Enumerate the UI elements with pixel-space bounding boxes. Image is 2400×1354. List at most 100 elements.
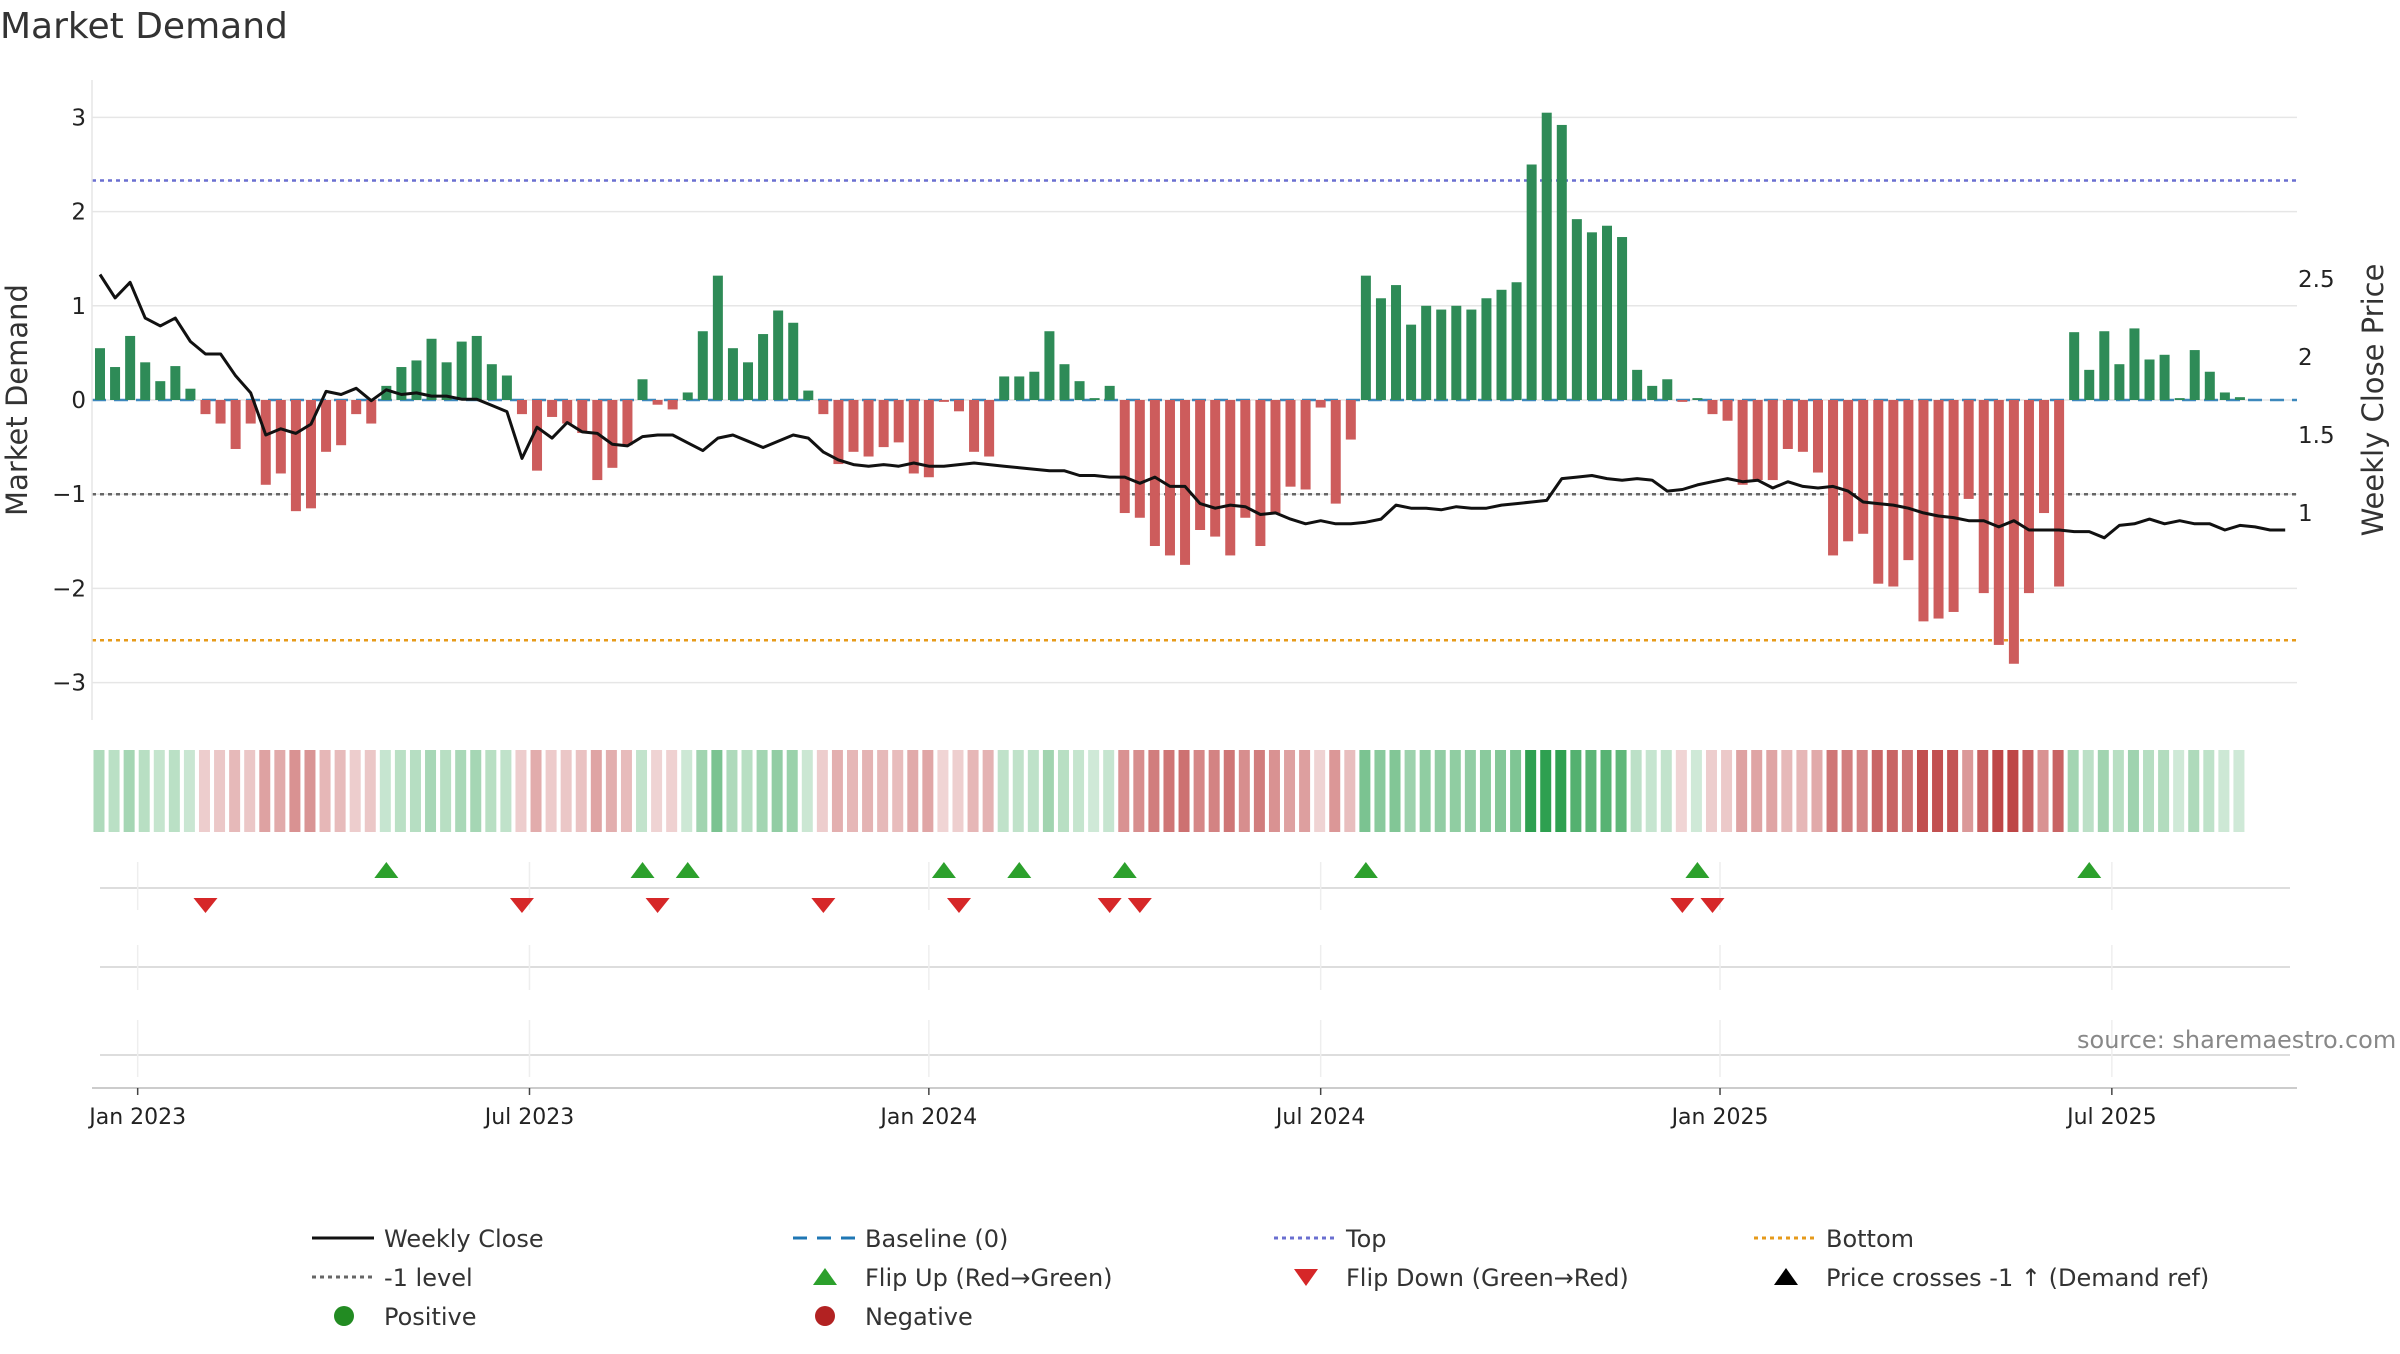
demand-bar bbox=[1903, 400, 1914, 561]
demand-bar bbox=[1978, 400, 1989, 594]
heat-cell bbox=[364, 750, 376, 832]
demand-bar bbox=[1782, 400, 1793, 449]
y-right-tick-label: 1.5 bbox=[2298, 423, 2335, 449]
heat-cell bbox=[500, 750, 512, 832]
heat-cell bbox=[877, 750, 889, 832]
heat-cell bbox=[1721, 750, 1733, 832]
heat-cell bbox=[1389, 750, 1401, 832]
demand-bar bbox=[818, 400, 829, 415]
heat-cell bbox=[831, 750, 843, 832]
heat-cell bbox=[1449, 750, 1461, 832]
demand-bar bbox=[1315, 400, 1326, 408]
demand-bar bbox=[773, 310, 784, 400]
demand-bar bbox=[366, 400, 377, 424]
heat-cell bbox=[1916, 750, 1928, 832]
heat-cell bbox=[1329, 750, 1341, 832]
heat-cell bbox=[1299, 750, 1311, 832]
x-axis-ticks: Jan 2023 Jul 2023 Jan 2024 Jul 2024 Jan 2025… bbox=[87, 1088, 2157, 1130]
demand-bar bbox=[1918, 400, 1929, 622]
heat-cell bbox=[1841, 750, 1853, 832]
heat-cell bbox=[1811, 750, 1823, 832]
heat-cell bbox=[1253, 750, 1265, 832]
heat-cell bbox=[1374, 750, 1386, 832]
demand-bar bbox=[577, 400, 588, 433]
flip-up-marker bbox=[675, 862, 700, 878]
heat-cell bbox=[1344, 750, 1356, 832]
legend-swatch-flip-down bbox=[1294, 1269, 1318, 1286]
demand-bar bbox=[1541, 112, 1552, 400]
demand-bar bbox=[1270, 400, 1281, 514]
heat-cell bbox=[1193, 750, 1205, 832]
heat-cell bbox=[1826, 750, 1838, 832]
legend-swatch-flip-up bbox=[813, 1268, 837, 1285]
heat-cell bbox=[1992, 750, 2004, 832]
flip-down-marker bbox=[1097, 898, 1122, 913]
demand-bars bbox=[95, 112, 2245, 664]
y-right-tick-label: 1 bbox=[2298, 501, 2313, 527]
heat-cell bbox=[409, 750, 421, 832]
demand-bar bbox=[155, 381, 166, 400]
legend-label: Flip Up (Red→Green) bbox=[865, 1264, 1113, 1292]
heat-cell bbox=[455, 750, 467, 832]
demand-bar bbox=[516, 400, 527, 415]
demand-bar bbox=[1134, 400, 1145, 518]
close-price-path bbox=[98, 273, 2286, 540]
demand-bar bbox=[1149, 400, 1160, 547]
heat-cell bbox=[2007, 750, 2019, 832]
heat-cell bbox=[1585, 750, 1597, 832]
heat-cell bbox=[862, 750, 874, 832]
demand-bar bbox=[2219, 392, 2230, 400]
heat-cell bbox=[334, 750, 346, 832]
demand-bar bbox=[1632, 369, 1643, 400]
legend-label: Price crosses -1 ↑ (Demand ref) bbox=[1826, 1264, 2209, 1292]
heat-cell bbox=[394, 750, 406, 832]
heat-cell bbox=[741, 750, 753, 832]
demand-bar bbox=[1843, 400, 1854, 542]
heat-cell bbox=[967, 750, 979, 832]
legend-label: Flip Down (Green→Red) bbox=[1346, 1264, 1629, 1292]
heat-cell bbox=[2203, 750, 2215, 832]
x-tick-label: Jul 2023 bbox=[483, 1105, 575, 1130]
heat-cell bbox=[1781, 750, 1793, 832]
demand-bar bbox=[999, 376, 1010, 400]
heat-cell bbox=[997, 750, 1009, 832]
heat-cell bbox=[907, 750, 919, 832]
demand-bar bbox=[1828, 400, 1839, 556]
demand-bar bbox=[1074, 381, 1085, 400]
demand-bar bbox=[863, 400, 874, 457]
demand-bar bbox=[1119, 400, 1130, 514]
demand-bar bbox=[682, 392, 693, 400]
demand-bar bbox=[351, 400, 362, 415]
heat-cell bbox=[138, 750, 150, 832]
heat-cell bbox=[1027, 750, 1039, 832]
heat-cell bbox=[1645, 750, 1657, 832]
heat-cell bbox=[2022, 750, 2034, 832]
demand-bar bbox=[411, 360, 422, 400]
demand-bar bbox=[2159, 354, 2170, 400]
demand-bar bbox=[1375, 298, 1386, 400]
demand-bar bbox=[2189, 350, 2200, 400]
flip-up-marker bbox=[931, 862, 956, 878]
heat-cell bbox=[666, 750, 678, 832]
demand-bar bbox=[1602, 225, 1612, 400]
heat-cell bbox=[1268, 750, 1280, 832]
demand-bar bbox=[1014, 376, 1025, 400]
heat-cell bbox=[198, 750, 210, 832]
demand-bar bbox=[2084, 369, 2095, 400]
y-left-tick-label: −3 bbox=[52, 671, 86, 697]
demand-bar bbox=[1421, 305, 1432, 400]
demand-bar bbox=[1571, 219, 1582, 400]
heat-cell bbox=[1886, 750, 1898, 832]
legend-swatch-price-cross bbox=[1774, 1268, 1798, 1285]
demand-bar bbox=[1993, 400, 2004, 645]
heat-cell bbox=[2127, 750, 2139, 832]
demand-bar bbox=[1888, 400, 1899, 587]
heat-cell bbox=[183, 750, 195, 832]
heat-cell bbox=[1555, 750, 1567, 832]
demand-bar bbox=[1707, 400, 1718, 415]
demand-bar bbox=[1391, 285, 1402, 400]
demand-bar bbox=[396, 367, 407, 400]
demand-bar bbox=[1330, 400, 1341, 504]
heat-cell bbox=[274, 750, 286, 832]
heat-cell bbox=[545, 750, 557, 832]
